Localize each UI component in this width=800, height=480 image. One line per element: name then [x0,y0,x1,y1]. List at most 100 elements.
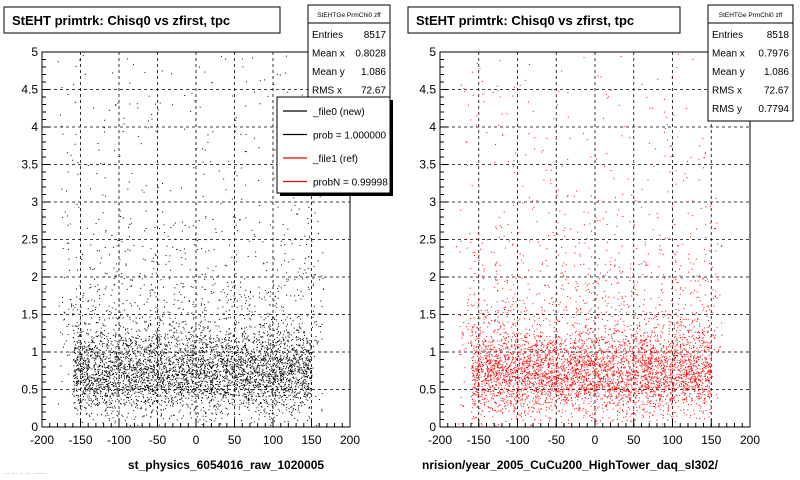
data-point [124,394,126,396]
data-point [126,377,128,379]
data-point [117,356,119,358]
data-point [308,383,310,385]
data-point [162,382,164,384]
data-point [86,363,88,365]
data-point [145,400,147,402]
data-point [127,315,129,317]
data-point [304,376,306,378]
data-point [90,376,92,378]
data-point [169,369,171,371]
data-point [215,371,217,373]
data-point [275,319,277,321]
data-point [245,348,247,350]
data-point [293,371,295,373]
data-point [139,369,141,371]
data-point [276,358,278,360]
data-point [242,402,244,404]
data-point [209,365,211,367]
data-point [101,373,103,375]
data-point [99,250,101,252]
data-point [295,336,297,338]
data-point [236,350,238,352]
data-point [225,354,227,356]
data-point [234,416,236,418]
data-point [82,384,84,386]
data-point [154,390,156,392]
data-point [165,352,167,354]
data-point [188,226,190,228]
data-point [163,365,165,367]
data-point [174,299,176,301]
data-point [192,381,194,383]
data-point [291,372,293,374]
data-point [253,356,255,358]
data-point [312,316,314,318]
data-point [99,362,101,364]
data-point [94,368,96,370]
scatter-points [57,55,324,427]
data-point [304,404,306,406]
data-point [110,361,112,363]
data-point [92,377,94,379]
data-point [289,370,291,372]
data-point [200,320,202,322]
data-point [135,362,137,364]
data-point [192,318,194,320]
data-point [299,391,301,393]
data-point [260,360,262,362]
data-point [198,342,200,344]
data-point [277,357,279,359]
data-point [239,367,241,369]
data-point [254,326,256,328]
data-point [157,377,159,379]
data-point [167,337,169,339]
data-point [266,384,268,386]
data-point [292,377,294,379]
data-point [178,387,180,389]
data-point [276,365,278,367]
data-point [139,346,141,348]
data-point [86,385,88,387]
data-point [74,402,76,404]
data-point [173,361,175,363]
data-point [177,384,179,386]
data-point [226,386,228,388]
data-point [245,355,247,357]
data-point [207,327,209,329]
data-point [300,367,302,369]
data-point [222,396,224,398]
data-point [158,364,160,366]
data-point [190,344,192,346]
data-point [199,347,201,349]
data-point [124,333,126,335]
data-point [86,402,88,404]
data-point [270,381,272,383]
data-point [278,392,280,394]
data-point [85,378,87,380]
data-point [297,419,299,421]
data-point [161,357,163,359]
data-point [238,394,240,396]
data-point [79,311,81,313]
data-point [202,342,204,344]
data-point [273,368,275,370]
data-point [67,93,69,95]
data-point [178,366,180,368]
data-point [155,392,157,394]
data-point [298,368,300,370]
data-point [202,358,204,360]
data-point [192,286,194,288]
data-point [271,374,273,376]
data-point [278,325,280,327]
data-point [84,368,86,370]
data-point [181,363,183,365]
data-point [204,307,206,309]
data-point [212,373,214,375]
data-point [106,376,108,378]
data-point [251,397,253,399]
data-point [134,381,136,383]
data-point [226,371,228,373]
data-point [132,279,134,281]
data-point [299,358,301,360]
data-point [209,341,211,343]
